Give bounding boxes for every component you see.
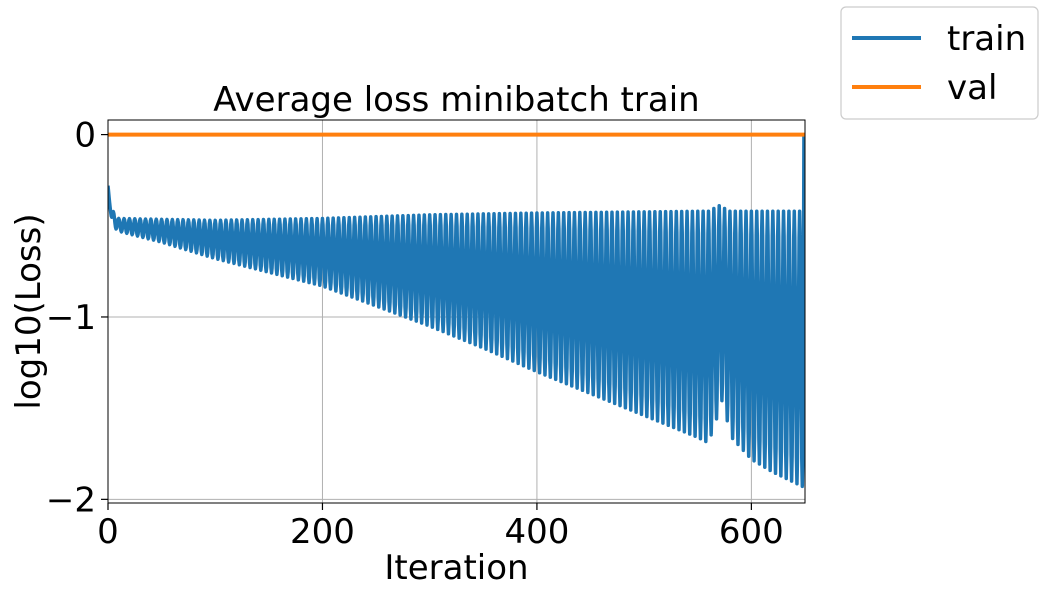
x-axis-label: Iteration xyxy=(384,548,528,588)
y-tick-label: −2 xyxy=(46,480,96,520)
x-tick-label: 400 xyxy=(504,512,569,552)
plot-area xyxy=(108,132,805,489)
axes-frame xyxy=(107,119,806,504)
legend: train val xyxy=(840,6,1039,120)
series-train-line xyxy=(108,134,805,489)
axis-ticks: 0 200 400 600 0 −1 −2 xyxy=(46,116,784,552)
chart-title: Average loss minibatch train xyxy=(213,80,699,120)
y-tick-label: 0 xyxy=(74,116,96,156)
y-axis-label: log10(Loss) xyxy=(9,213,49,409)
legend-box xyxy=(840,6,1039,120)
x-tick-label: 200 xyxy=(290,512,355,552)
x-tick-label: 0 xyxy=(97,512,119,552)
legend-train-label: train xyxy=(947,19,1026,59)
y-tick-label: −1 xyxy=(46,298,96,338)
x-tick-label: 600 xyxy=(719,512,784,552)
legend-val-label: val xyxy=(947,68,997,108)
